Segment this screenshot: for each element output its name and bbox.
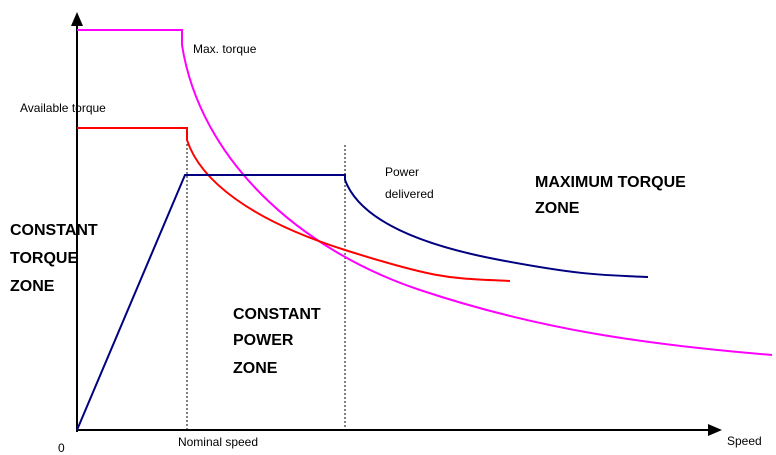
power-label: delivered: [385, 187, 434, 201]
max-torque-label: Max. torque: [193, 42, 257, 56]
available-torque-curve: [77, 127, 511, 282]
zone-label: MAXIMUM TORQUE: [535, 174, 686, 191]
zone-label: ZONE: [10, 278, 55, 295]
max-torque-curve: [77, 29, 773, 356]
zone-label: ZONE: [535, 200, 580, 217]
zone-label: CONSTANT: [10, 222, 98, 239]
zone-label: ZONE: [233, 360, 278, 377]
zone-label: CONSTANT: [233, 306, 321, 323]
x-axis-label: Speed: [727, 434, 762, 448]
available-torque-label: Available torque: [20, 101, 106, 115]
origin-label: 0: [58, 441, 65, 455]
power-label: Power: [385, 165, 419, 179]
nominal-speed-label: Nominal speed: [178, 435, 258, 449]
y-arrow: [71, 12, 83, 26]
x-arrow: [708, 424, 722, 436]
power-curve: [76, 174, 649, 431]
zone-label: POWER: [233, 332, 294, 349]
zone-label: TORQUE: [10, 250, 78, 267]
